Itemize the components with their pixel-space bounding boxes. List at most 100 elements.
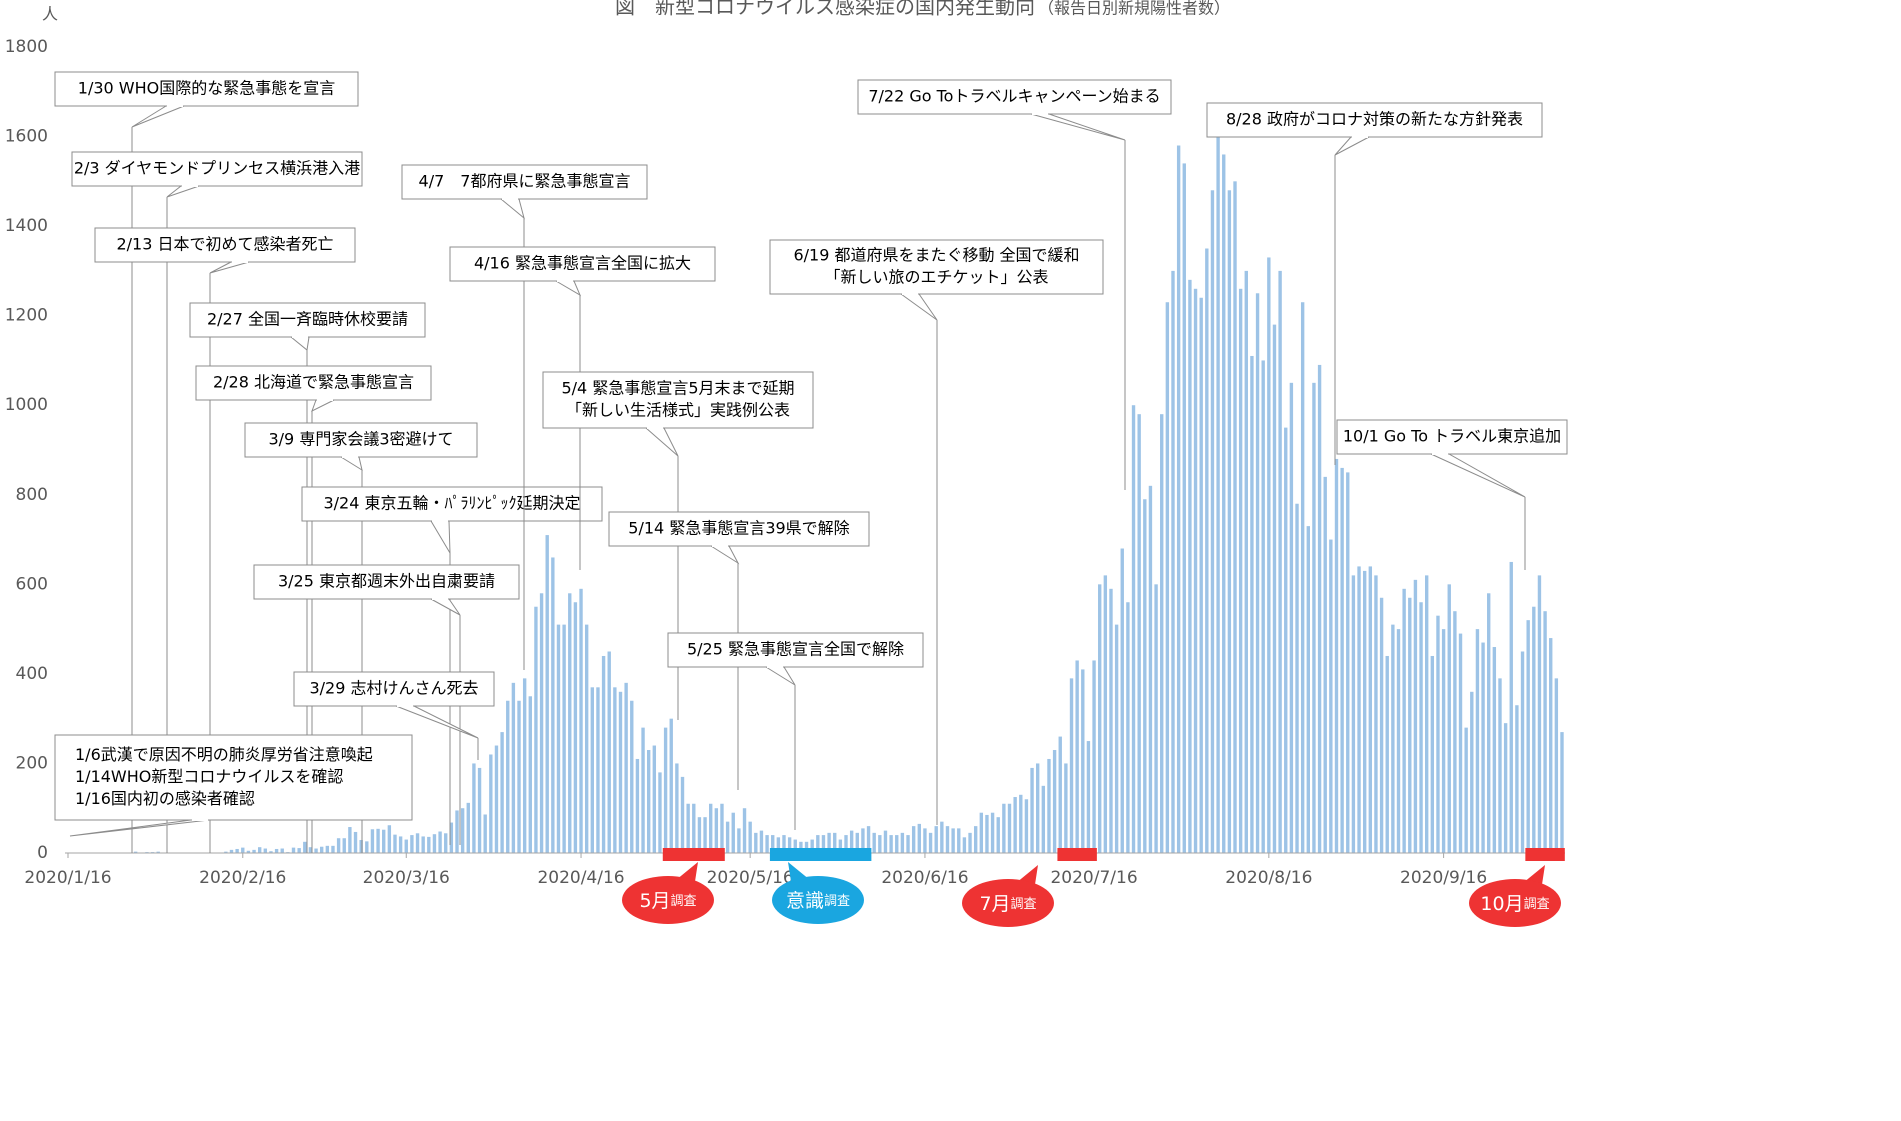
callout-text: 2/3 ダイヤモンドプリンセス横浜港入港 [74,159,360,178]
callout-tail [764,666,796,686]
bar [1171,270,1175,853]
bar [568,593,572,853]
bar [348,827,352,853]
bar [1278,270,1282,853]
callout-box [54,71,359,107]
bar [556,624,561,853]
bar [483,814,487,853]
bar [1081,669,1085,853]
bar [1515,705,1519,853]
bar [1131,405,1136,853]
bar [1019,794,1023,853]
callout: 2/13 日本で初めて感染者死亡 [94,227,356,853]
y-tick-label: 1600 [5,127,48,147]
bar [1160,414,1164,853]
bar [320,846,324,853]
callout-tail [1334,136,1370,156]
callout-text: 3/24 東京五輪・ﾊﾟﾗﾘﾝﾋﾟｯｸ延期決定 [323,494,580,513]
callout-box [608,511,870,547]
bar [618,691,623,853]
bar [1165,302,1170,853]
survey-label-note: 調査 [1524,897,1550,912]
callout-box [449,246,716,282]
bar [387,825,392,853]
callout-text: 7/22 Go Toトラベルキャンペーン始まる [868,87,1160,106]
callout-tail [499,198,525,220]
callout-tail [709,545,740,565]
callout: 2/28 北海道で緊急事態宣言 [195,365,432,853]
bar [252,849,256,853]
bar [133,851,138,853]
bar [241,847,245,853]
bar [804,841,809,853]
y-tick-label: 400 [16,664,48,684]
callout-text: 3/29 志村けんさん死去 [309,679,478,698]
bar [1024,799,1029,853]
bar [1481,642,1485,853]
x-tick-label: 2020/4/16 [537,868,624,888]
bar [489,754,493,853]
bar [1120,548,1124,853]
bar [1351,575,1356,853]
callout: 10/1 Go To トラベル東京追加 [1336,419,1568,570]
callout-box [54,734,413,821]
callout-text: 1/16国内初の感染者確認 [75,789,255,808]
survey-label-note: 調査 [824,894,850,909]
bar [382,829,386,853]
bar [1408,597,1412,853]
callout-tail [899,293,938,321]
callout-box [769,239,1104,295]
callout-text: 5/25 緊急事態宣言全国で解除 [687,640,904,659]
survey-period [1525,848,1565,861]
callout-text: 5/14 緊急事態宣言39県で解除 [628,519,849,538]
bar [771,835,775,853]
bar [522,678,527,853]
bar [878,835,882,853]
callout: 1/6武漢で原因不明の肺炎厚労省注意喚起 1/14WHO新型コロナウイルスを確認 1… [54,734,413,837]
bar [1458,633,1463,853]
callout-box [293,671,495,707]
survey-label-main: 10月 [1480,893,1523,915]
bar [1148,485,1153,853]
survey-period [662,848,725,861]
bar [1295,503,1299,853]
bar [1413,579,1418,853]
bar [246,850,251,853]
callout-text: 2/27 全国一斉臨時休校要請 [207,310,408,329]
callout-box [401,164,648,200]
callout-tail [289,336,310,351]
bar [923,828,927,853]
callout-tail [131,105,185,128]
bar [455,810,459,853]
bar [449,822,454,853]
bar [1047,758,1051,853]
callout-text: 8/28 政府がコロナ対策の新たな方針発表 [1226,110,1523,129]
callout-tail [311,399,335,413]
bar [500,732,504,853]
bar [917,823,921,853]
bar [1272,324,1277,854]
callout: 5/14 緊急事態宣言39県で解除 [608,511,870,790]
callout-tail [166,185,200,198]
callout-tail [644,427,679,457]
bar [528,696,532,853]
bar [477,767,482,853]
bar [680,776,685,853]
survey-label-main: 5月 [639,890,670,912]
callout-tail [209,261,250,274]
callout-tail [395,705,479,739]
bar [990,812,995,853]
bar [1447,584,1451,853]
bar [427,836,431,853]
bar [1176,145,1181,853]
bar [833,832,837,853]
bars [66,136,1564,854]
survey-label-main: 7月 [979,893,1010,915]
bar [1312,382,1316,853]
bar [1052,750,1057,853]
y-tick-label: 1400 [5,216,48,236]
bar [1492,647,1497,853]
callout: 7/22 Go Toトラベルキャンペーン始まる [857,79,1172,490]
callout-box [1206,102,1543,138]
bar [601,655,606,853]
